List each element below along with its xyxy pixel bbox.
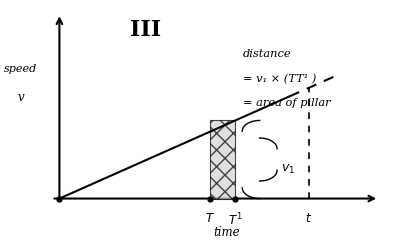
Text: $t$: $t$	[305, 212, 312, 225]
Text: v: v	[17, 91, 24, 104]
Text: time: time	[213, 226, 240, 239]
Text: = area of pillar: = area of pillar	[243, 98, 330, 108]
Text: $v_1$: $v_1$	[281, 163, 295, 176]
Text: speed: speed	[4, 64, 37, 74]
Text: = v₁ × (TT¹ ): = v₁ × (TT¹ )	[243, 73, 316, 84]
Text: distance: distance	[243, 50, 291, 60]
Text: III: III	[130, 19, 161, 41]
Text: $T^1$: $T^1$	[228, 212, 242, 228]
Text: $T$: $T$	[205, 212, 215, 225]
Bar	[210, 121, 235, 199]
